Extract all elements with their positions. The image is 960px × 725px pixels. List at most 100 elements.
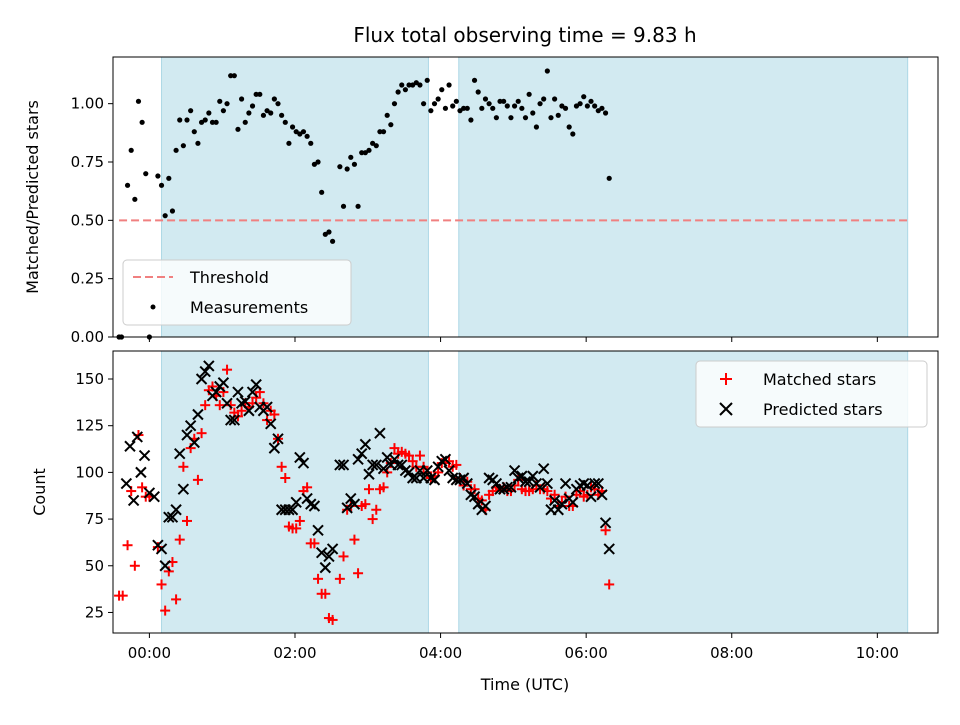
measurement-point [552,96,558,102]
matched-star-point [302,482,313,493]
measurement-point [124,182,131,188]
predicted-star-point [388,453,401,466]
matched-star-point [349,534,360,545]
matched-star-point [604,579,615,590]
matched-star-point [152,542,163,553]
top-axis-ticks: 0.00 0.25 0.50 0.75 1.00 [71,95,878,346]
measurement-point [490,105,496,111]
measurement-point [169,208,176,214]
matched-star-point [367,514,378,525]
predicted-star-point [155,543,168,555]
matched-star-point [338,551,349,562]
measurement-point [439,87,445,93]
measurement-point [511,103,518,109]
measurement-point [566,124,572,130]
predicted-star-point [421,464,433,477]
predicted-star-point [184,419,197,432]
y-tick-label: 0.50 [71,211,104,229]
y-tick-label: 75 [85,510,104,528]
predicted-star-point [138,449,151,462]
matched-star-point [549,489,560,500]
chart-title: Flux total observing time = 9.83 h [353,23,696,47]
predicted-star-point [377,462,390,475]
predicted-star-point [199,365,211,378]
measurement-point [391,101,398,107]
y-tick-label: 0.00 [71,328,104,346]
legend-predicted-swatch [719,402,733,416]
matched-star-point [334,573,345,584]
predicted-star-point [131,431,143,443]
measurement-point [599,105,605,111]
measurement-point [377,129,383,135]
matched-star-point [182,515,193,526]
predicted-star-point [548,494,561,507]
matched-star-point [222,364,233,375]
measurement-point [132,196,138,202]
measurement-point [344,166,350,172]
measurement-point [359,150,365,156]
measurement-point [588,98,594,104]
predicted-star-point [366,459,379,471]
predicted-star-point [567,496,579,508]
measurement-point [340,203,347,209]
predicted-star-point [246,386,259,398]
measurement-point [380,129,387,135]
y-tick-label: 150 [75,370,104,388]
measurement-point [158,182,165,188]
measurement-point [162,213,168,219]
matched-star-point [122,540,133,551]
matched-star-point [600,525,611,536]
measurement-point [373,143,379,149]
predicted-star-point [221,397,233,409]
predicted-star-point [159,560,171,572]
predicted-star-point [170,504,182,516]
measurement-point [213,119,219,125]
predicted-star-point [370,459,382,471]
matched-star-point [192,474,203,485]
predicted-star-point [337,459,350,471]
measurement-point [504,103,510,109]
top-shaded-regions [161,56,909,338]
measurement-point [453,98,459,104]
x-tick-label: 04:00 [419,644,462,662]
matched-star-point [371,504,382,515]
measurement-point [515,98,521,104]
predicted-star-point [599,517,612,529]
measurement-point [220,108,227,114]
matched-star-point [389,443,400,454]
predicted-star-point [210,386,222,398]
measurement-point [519,105,525,111]
measurement-point [592,103,598,109]
measurement-point [570,131,576,137]
bottom-y-axis-label: Count [30,468,49,516]
x-tick-label: 08:00 [710,644,753,662]
legend-threshold-label: Threshold [189,268,269,287]
x-tick-label: 06:00 [565,644,608,662]
predicted-star-point [356,448,368,460]
predicted-star-point [559,477,572,490]
measurement-point [128,147,134,153]
legend-matched-swatch [720,373,732,385]
measurement-point [304,133,310,139]
measurement-point [188,108,194,114]
measurement-point [206,110,212,116]
y-tick-label: 25 [85,603,104,621]
matched-star-point [378,482,389,493]
matched-star-point [174,534,185,545]
matched-star-point [360,499,371,510]
measurement-point [384,112,390,118]
measurement-point [548,115,554,121]
measurement-point [606,175,612,181]
predicted-star-point [461,477,473,490]
measurement-point [399,82,405,88]
matched-star-point [129,560,140,571]
measurement-point [286,140,292,146]
predicted-star-point [326,543,339,555]
measurement-point [464,105,470,111]
matched-star-point [117,590,128,601]
matched-star-point [294,515,305,526]
measurement-point [446,82,452,88]
predicted-star-point [166,511,179,523]
predicted-star-point [541,477,554,490]
